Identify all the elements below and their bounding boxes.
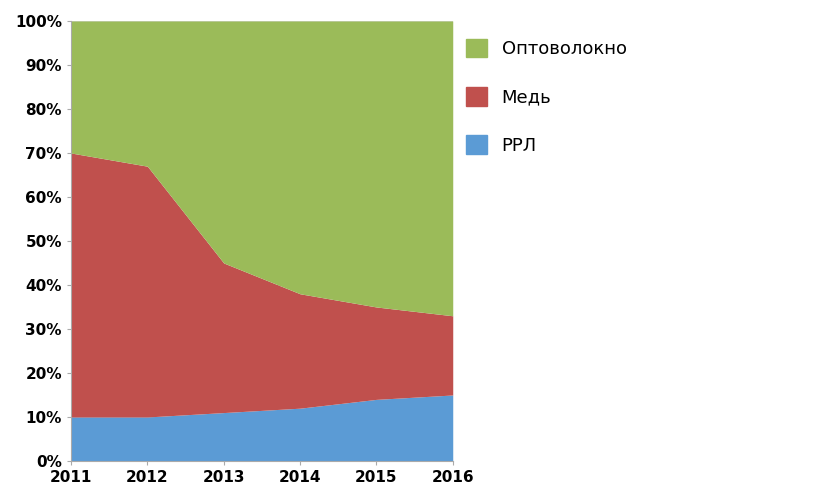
Legend: Оптоволокно, Медь, РРЛ: Оптоволокно, Медь, РРЛ xyxy=(466,39,627,154)
